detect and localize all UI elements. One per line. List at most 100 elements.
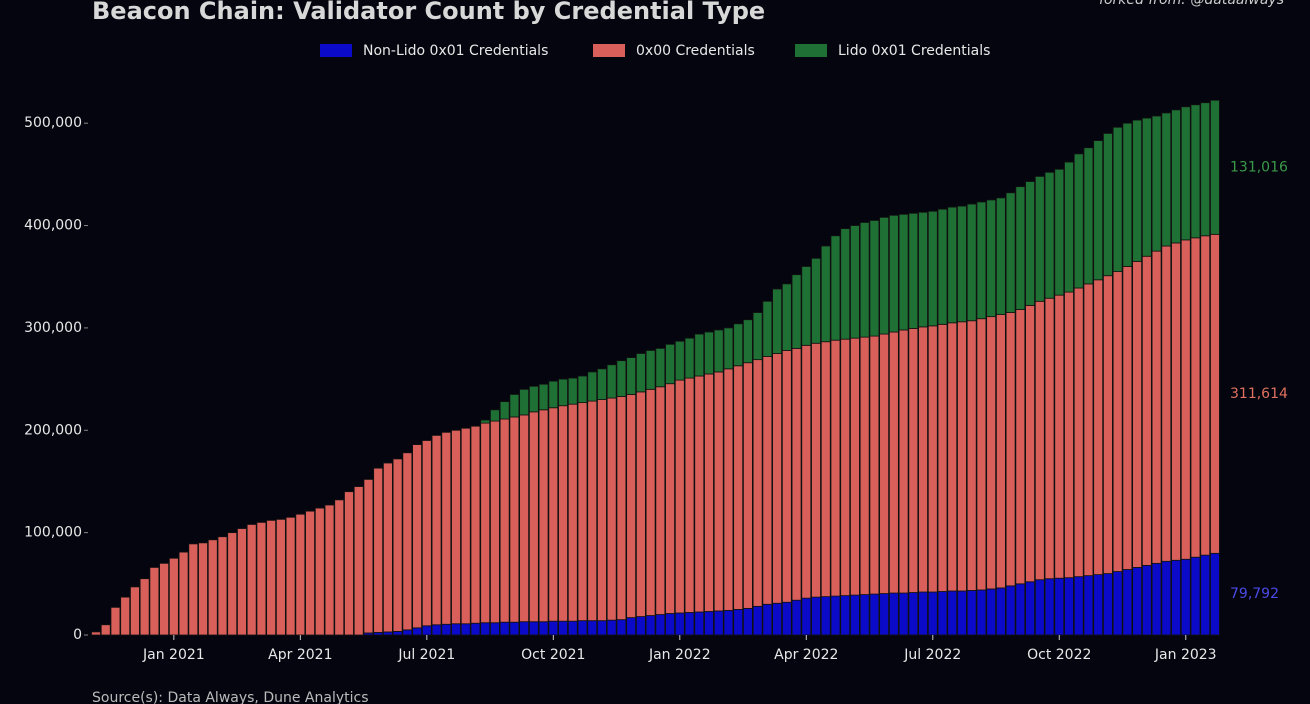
- bar-segment: [421, 625, 432, 636]
- bar-segment: [869, 335, 880, 595]
- bar-segment: [1083, 575, 1094, 636]
- bar-segment: [937, 208, 948, 325]
- bar-segment: [713, 329, 724, 373]
- bar-segment: [597, 399, 607, 622]
- credit: forked from: @dataalways: [1099, 0, 1284, 8]
- legend-label: Non-Lido 0x01 Credentials: [363, 43, 548, 59]
- bar-segment: [295, 513, 306, 636]
- bar-segment: [1064, 577, 1074, 636]
- bar-segment: [781, 283, 792, 351]
- bar-segment: [1103, 275, 1113, 574]
- bar-segment: [879, 333, 890, 594]
- bar-segment: [577, 375, 588, 404]
- bar-segment: [820, 245, 831, 343]
- bar-segment: [743, 362, 753, 609]
- bar-segment: [237, 528, 247, 636]
- bar-segment: [674, 340, 685, 381]
- bar-segment: [1025, 304, 1035, 583]
- bar-segment: [1093, 574, 1104, 636]
- bar-segment: [1132, 119, 1143, 262]
- bar-segment: [840, 228, 851, 340]
- bar-segment: [548, 407, 559, 622]
- bar-segment: [694, 333, 705, 377]
- bar-segment: [606, 397, 617, 621]
- bar-segment: [1151, 250, 1162, 564]
- bar-segment: [597, 368, 607, 400]
- bar-segment: [655, 347, 666, 388]
- bar-segment: [713, 371, 724, 612]
- bar-segment: [1171, 559, 1181, 636]
- bar-segment: [1171, 109, 1181, 244]
- bar-segment: [791, 599, 802, 636]
- bar-segment: [684, 337, 695, 379]
- bar-segment: [811, 257, 821, 344]
- bar-segment: [1034, 300, 1045, 581]
- bar-segment: [509, 621, 520, 636]
- bar-segment: [1044, 171, 1055, 299]
- bar-segment: [927, 591, 938, 636]
- bar-segment: [1122, 569, 1133, 636]
- bar-segment: [1190, 104, 1201, 239]
- bar-segment: [927, 325, 938, 593]
- bar-segment: [957, 321, 967, 592]
- bar-segment: [1190, 237, 1201, 558]
- bar-segment: [1161, 245, 1172, 562]
- bar-segment: [528, 411, 539, 623]
- bar-segment: [130, 586, 140, 636]
- bar-segment: [558, 378, 568, 407]
- bar-segment: [402, 452, 413, 631]
- bar-segment: [850, 225, 860, 339]
- bar-segment: [966, 590, 977, 636]
- bar-segment: [840, 595, 851, 636]
- bar-segment: [752, 605, 763, 636]
- bar-segment: [888, 331, 899, 594]
- bar-segment: [888, 214, 899, 333]
- bar-segment: [460, 623, 471, 636]
- bar-segment: [451, 623, 461, 636]
- bar-segment: [645, 350, 656, 390]
- bar-segment: [908, 592, 919, 636]
- bar-segment: [850, 594, 860, 636]
- x-tick-label: Jul 2021: [397, 647, 455, 663]
- bar-segment: [1015, 309, 1026, 585]
- bar-segment: [869, 593, 880, 636]
- bar-segment: [762, 603, 773, 636]
- bar-segment: [1180, 239, 1191, 560]
- bar-segment: [538, 621, 549, 636]
- bar-segment: [762, 356, 773, 605]
- bar-segment: [674, 379, 685, 614]
- bar-segment: [344, 491, 354, 636]
- bar-segment: [966, 320, 977, 591]
- bar-segment: [791, 274, 802, 349]
- bar-segment: [528, 621, 539, 636]
- bar-segment: [558, 620, 568, 636]
- bar-segment: [762, 300, 773, 357]
- bar-segment: [811, 596, 821, 636]
- bar-segment: [1064, 161, 1074, 293]
- bar-segment: [859, 594, 870, 636]
- bar-segment: [723, 327, 734, 370]
- bar-segment: [898, 329, 909, 594]
- bar-segment: [830, 235, 841, 341]
- bar-segment: [1015, 186, 1026, 310]
- bar-segment: [1093, 140, 1104, 281]
- bar-segment: [1200, 235, 1211, 556]
- bar-segment: [431, 624, 442, 636]
- bar-segment: [888, 592, 899, 636]
- bar-segment: [1141, 117, 1152, 257]
- bar-segment: [1073, 153, 1084, 289]
- bar-segment: [850, 337, 860, 596]
- bar-segment: [986, 588, 997, 636]
- bar-segment: [577, 402, 588, 622]
- y-tick-label: 0: [73, 627, 82, 643]
- bar-segment: [1151, 562, 1162, 636]
- bar-segment: [674, 612, 685, 636]
- bar-segment: [509, 416, 520, 623]
- bar-segment: [314, 507, 325, 636]
- bar-segment: [937, 591, 948, 636]
- bar-segment: [353, 486, 364, 636]
- bar-segment: [412, 444, 422, 629]
- bar-segment: [597, 620, 607, 636]
